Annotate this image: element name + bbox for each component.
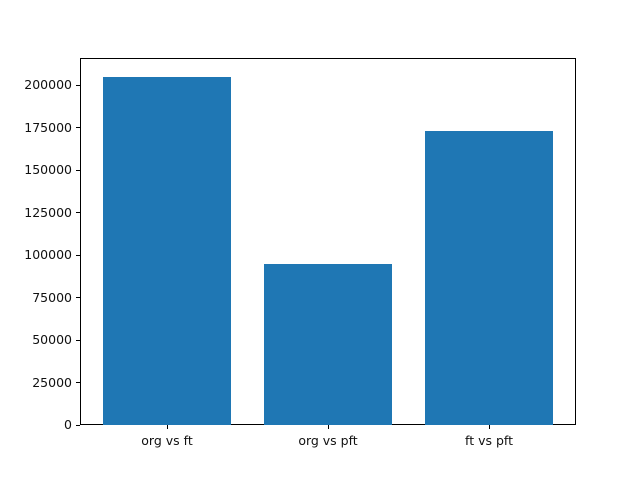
y-tick-mark (76, 84, 80, 86)
bar-ft-vs-pft (424, 130, 554, 425)
y-tick-mark (76, 169, 80, 171)
y-tick-mark (76, 382, 80, 383)
y-tick-label: 0 (64, 417, 72, 432)
y-tick-label: 125000 (24, 204, 72, 220)
y-tick-mark (76, 254, 80, 256)
x-tick-mark (167, 425, 168, 429)
x-tick-label: org vs ft (141, 433, 193, 448)
y-tick-label: 200000 (24, 77, 72, 92)
y-tick-mark (76, 297, 80, 298)
y-tick-mark (76, 339, 80, 341)
x-tick-mark (328, 425, 329, 429)
y-tick-label: 25000 (32, 374, 72, 390)
y-tick-label: 150000 (24, 162, 72, 177)
y-tick-mark (76, 127, 80, 128)
y-tick-label: 100000 (24, 247, 72, 262)
x-tick-label: org vs pft (298, 433, 358, 448)
bar-org-vs-pft (263, 263, 393, 425)
y-tick-label: 75000 (32, 289, 72, 305)
x-tick-label: ft vs pft (465, 433, 513, 448)
bar-org-vs-ft (102, 76, 232, 425)
y-tick-mark (76, 424, 80, 426)
x-tick-mark (489, 425, 490, 429)
y-tick-label: 50000 (32, 332, 72, 347)
y-tick-mark (76, 212, 80, 213)
y-tick-label: 175000 (24, 119, 72, 135)
plot-area (80, 58, 576, 425)
